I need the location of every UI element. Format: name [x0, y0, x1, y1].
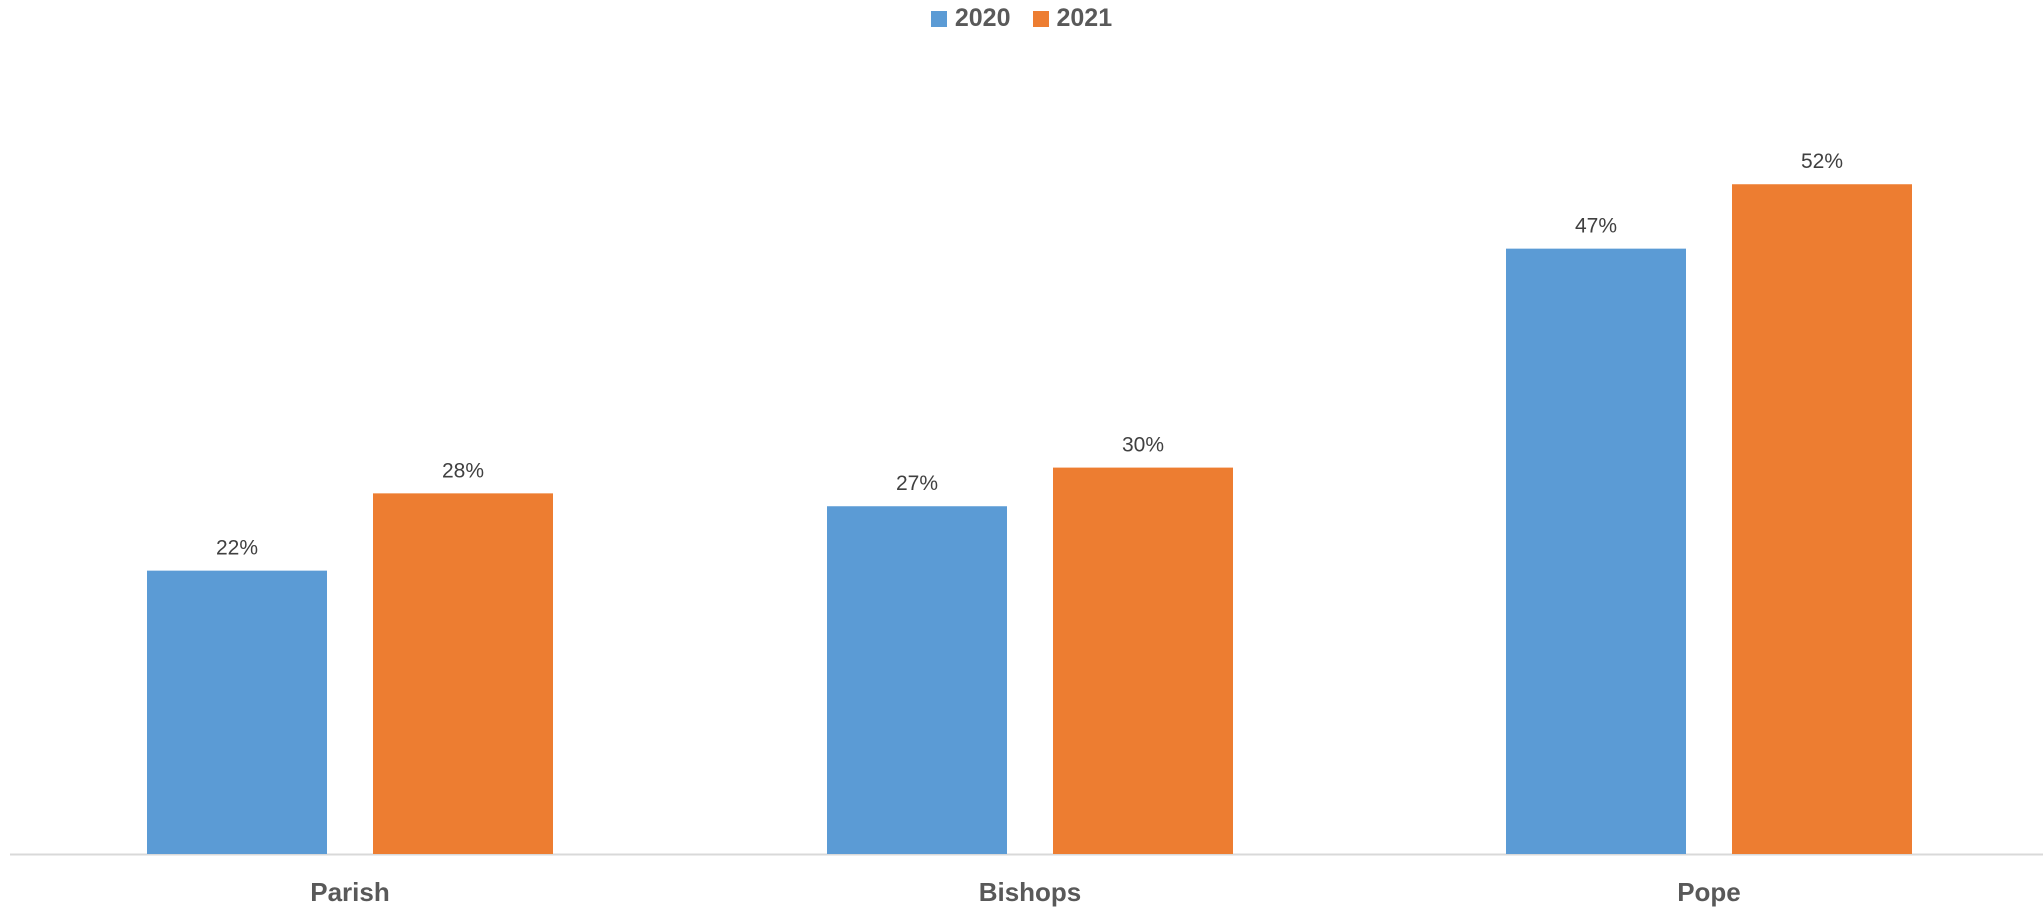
bar-parish-2020: [147, 570, 327, 854]
legend-label-2021: 2021: [1056, 4, 1113, 32]
legend-item-2021: 2021: [1032, 4, 1113, 33]
bar-pope-2020: [1506, 248, 1686, 854]
data-label-bishops-2020: 27%: [896, 472, 938, 495]
legend-swatch-2021: [1032, 10, 1049, 27]
bar-pope-2021: [1732, 184, 1912, 855]
legend-swatch-2020: [930, 10, 947, 27]
data-label-parish-2020: 22%: [216, 537, 258, 560]
category-label-bishops: Bishops: [979, 877, 1082, 907]
bar-bishops-2021: [1053, 467, 1233, 854]
data-label-parish-2021: 28%: [442, 459, 484, 482]
category-label-parish: Parish: [310, 877, 390, 907]
bar-bishops-2020: [827, 506, 1007, 854]
bar-parish-2021: [373, 493, 553, 854]
legend-label-2020: 2020: [954, 4, 1011, 32]
legend: 2020 2021: [0, 4, 2043, 33]
data-label-pope-2021: 52%: [1801, 150, 1843, 173]
data-label-bishops-2021: 30%: [1122, 434, 1164, 457]
data-label-pope-2020: 47%: [1575, 215, 1617, 238]
category-label-pope: Pope: [1677, 877, 1741, 907]
legend-item-2020: 2020: [930, 4, 1011, 33]
